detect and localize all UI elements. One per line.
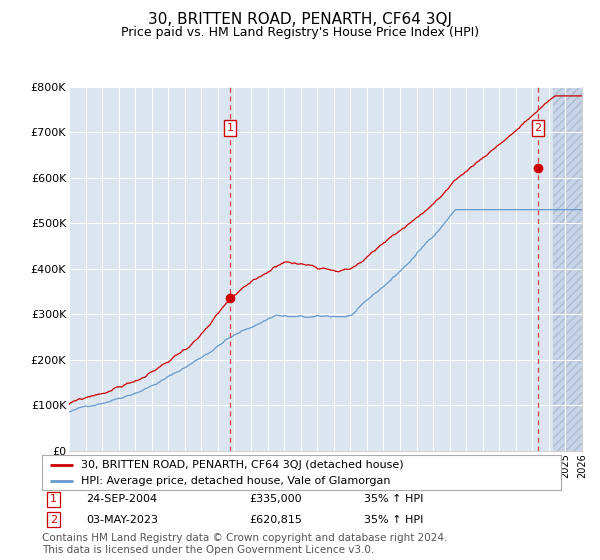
Text: 03-MAY-2023: 03-MAY-2023 <box>86 515 158 525</box>
Text: 24-SEP-2004: 24-SEP-2004 <box>86 494 157 505</box>
Text: 30, BRITTEN ROAD, PENARTH, CF64 3QJ (detached house): 30, BRITTEN ROAD, PENARTH, CF64 3QJ (det… <box>81 460 404 470</box>
Text: £620,815: £620,815 <box>250 515 302 525</box>
Text: Price paid vs. HM Land Registry's House Price Index (HPI): Price paid vs. HM Land Registry's House … <box>121 26 479 39</box>
Bar <box>553 87 590 451</box>
Text: Contains HM Land Registry data © Crown copyright and database right 2024.
This d: Contains HM Land Registry data © Crown c… <box>42 533 448 555</box>
Bar <box>553 87 590 451</box>
Text: 1: 1 <box>50 494 57 505</box>
Text: 35% ↑ HPI: 35% ↑ HPI <box>364 515 423 525</box>
Text: HPI: Average price, detached house, Vale of Glamorgan: HPI: Average price, detached house, Vale… <box>81 477 391 486</box>
Text: 35% ↑ HPI: 35% ↑ HPI <box>364 494 423 505</box>
Text: 2: 2 <box>50 515 57 525</box>
Text: 2: 2 <box>535 123 542 133</box>
Text: 1: 1 <box>227 123 233 133</box>
Text: 30, BRITTEN ROAD, PENARTH, CF64 3QJ: 30, BRITTEN ROAD, PENARTH, CF64 3QJ <box>148 12 452 27</box>
Text: £335,000: £335,000 <box>250 494 302 505</box>
